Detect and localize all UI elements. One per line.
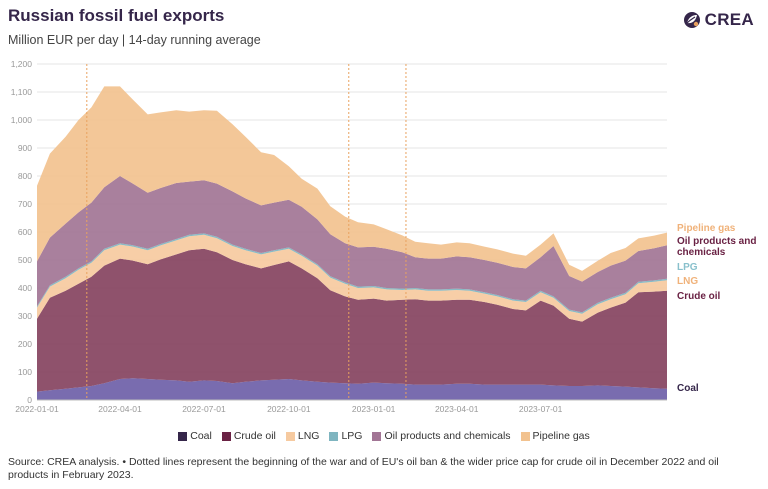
- legend-label: Oil products and chemicals: [384, 430, 511, 442]
- x-tick-label: 2023-07-01: [519, 404, 563, 414]
- y-tick-label: 100: [18, 367, 32, 377]
- series-label-crude-oil: Crude oil: [677, 291, 721, 302]
- x-tick-label: 2022-10-01: [267, 404, 311, 414]
- legend-swatch: [329, 431, 339, 441]
- x-tick-label: 2022-04-01: [98, 404, 142, 414]
- y-tick-label: 700: [18, 199, 32, 209]
- crea-logo: CREA: [683, 10, 754, 30]
- legend-swatch: [372, 431, 382, 441]
- series-label-lpg: LPG: [677, 262, 698, 273]
- y-tick-label: 1,100: [11, 87, 33, 97]
- y-tick-label: 200: [18, 339, 32, 349]
- legend-swatch: [520, 431, 530, 441]
- legend-label: LNG: [297, 430, 320, 442]
- logo-text: CREA: [704, 10, 754, 29]
- area-crude-oil: [37, 248, 667, 392]
- legend-label: Coal: [190, 430, 212, 442]
- legend-item: Pipeline gas: [520, 430, 590, 442]
- source-note: Source: CREA analysis. • Dotted lines re…: [8, 456, 719, 481]
- chart-subtitle: Million EUR per day | 14-day running ave…: [8, 33, 261, 47]
- legend-label: Crude oil: [233, 430, 276, 442]
- area-oil-products-and-chemicals: [37, 176, 667, 313]
- y-tick-label: 800: [18, 171, 32, 181]
- y-tick-label: 500: [18, 255, 32, 265]
- y-tick-label: 0: [27, 395, 32, 405]
- legend-item: LPG: [329, 430, 362, 442]
- chart-title: Russian fossil fuel exports: [8, 6, 225, 25]
- area-lng: [37, 234, 667, 322]
- legend-label: LPG: [341, 430, 363, 442]
- legend-item: LNG: [285, 430, 320, 442]
- legend-swatch: [221, 431, 231, 441]
- y-tick-label: 600: [18, 227, 32, 237]
- x-tick-label: 2023-01-01: [352, 404, 396, 414]
- legend-item: Coal: [178, 430, 212, 442]
- legend-swatch: [285, 431, 295, 441]
- y-tick-label: 300: [18, 311, 32, 321]
- series-label-coal: Coal: [677, 383, 699, 394]
- legend-item: Oil products and chemicals: [372, 430, 511, 442]
- x-tick-label: 2023-04-01: [435, 404, 479, 414]
- y-tick-label: 900: [18, 143, 32, 153]
- legend: Coal Crude oil LNG LPG Oil products and chem…: [0, 430, 768, 442]
- legend-item: Crude oil: [221, 430, 276, 442]
- series-label-pipeline-gas: Pipeline gas: [677, 223, 736, 234]
- legend-swatch: [178, 431, 188, 441]
- series-label-oil-products-and-chemicals: Oil products and chemicals: [677, 236, 756, 258]
- y-tick-label: 1,000: [11, 115, 33, 125]
- x-tick-label: 2022-01-01: [15, 404, 59, 414]
- y-tick-label: 1,200: [11, 59, 33, 69]
- crea-leaf-icon: [683, 12, 700, 28]
- legend-label: Pipeline gas: [532, 430, 590, 442]
- x-tick-label: 2022-07-01: [182, 404, 226, 414]
- area-coal: [37, 378, 667, 400]
- area-pipeline-gas: [37, 86, 667, 282]
- series-label-lng: LNG: [677, 276, 698, 287]
- y-tick-label: 400: [18, 283, 32, 293]
